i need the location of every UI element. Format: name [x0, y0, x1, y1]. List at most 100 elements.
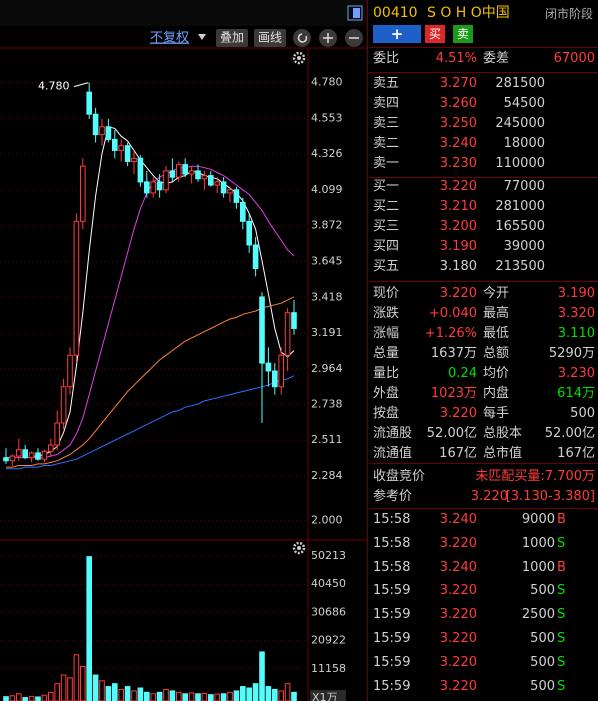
separator	[369, 72, 598, 73]
level-volume: 281500	[495, 76, 545, 91]
y-tick-label: 2.284	[311, 469, 343, 482]
ratio-value: 67000	[553, 51, 595, 66]
y-tick-label: 40450	[311, 577, 346, 590]
volume-bar	[233, 690, 240, 701]
auction-label: 收盘竞价	[373, 469, 426, 484]
candle-body	[41, 450, 48, 460]
volume-bar	[86, 556, 93, 701]
trade-side: S	[557, 607, 566, 623]
quote-panel: 00410 S O H O中国 闭市阶段 + 买卖委比 4.51% 委差 67000 卖五 3.2…	[369, 0, 598, 701]
stat-value: 52.00亿	[426, 426, 477, 441]
settings-icon[interactable]	[292, 541, 306, 555]
y-tick-label: 2.511	[311, 433, 343, 446]
volume-bar	[41, 694, 48, 701]
stat-label: 现价	[373, 286, 400, 301]
trade-price: 3.240	[439, 512, 477, 527]
trade-volume: 500	[530, 631, 555, 646]
level-price: 3.250	[439, 116, 477, 131]
volume-unit: X1万	[312, 691, 338, 701]
volume-bar	[169, 690, 176, 701]
level-label: 买一	[373, 179, 400, 194]
level-price: 3.180	[439, 259, 477, 274]
chart-area: 不复权 叠加 画线 4.780 4.553 4.326 4.099 3.872 3.645…	[0, 0, 368, 701]
stat-value: +1.26%	[424, 326, 477, 341]
stat-label: 内盘	[483, 386, 510, 401]
buy-button[interactable]: 买	[425, 25, 445, 43]
trade-side: S	[557, 535, 566, 551]
trade-price: 3.220	[439, 678, 477, 694]
candle-body	[246, 220, 252, 246]
trade-price: 3.220	[439, 654, 477, 670]
volume-bar	[246, 687, 252, 701]
candle-body	[73, 220, 80, 356]
candle-body	[86, 91, 93, 115]
volume-bar	[156, 691, 163, 701]
volume-bar	[60, 674, 67, 701]
stat-value: 167亿	[439, 446, 477, 461]
candle-body	[35, 452, 41, 460]
settings-icon[interactable]	[292, 51, 306, 65]
volume-bar	[92, 674, 99, 701]
volume-bar	[28, 695, 35, 701]
volume-bar	[240, 686, 246, 701]
level-label: 买三	[373, 219, 400, 234]
level-price: 3.240	[439, 136, 477, 151]
volume-bar	[22, 697, 28, 701]
sell-button[interactable]: 卖	[453, 25, 473, 43]
y-tick-label: 3.645	[311, 254, 343, 267]
max-label: 4.780	[38, 80, 70, 93]
trade-volume: 1000	[521, 559, 555, 575]
level-price: 3.190	[439, 239, 477, 254]
trade-time: 15:59	[373, 607, 411, 623]
volume-bar	[195, 693, 201, 701]
moving-average-line	[6, 375, 295, 470]
volume-bar	[67, 677, 73, 701]
candle-body	[131, 157, 137, 162]
candle-body	[291, 312, 297, 329]
stat-label: 按盘	[373, 406, 400, 421]
y-tick-label: 4.099	[311, 183, 343, 196]
candle-body	[144, 181, 150, 194]
y-tick-label: 4.326	[311, 147, 343, 160]
candle-body	[233, 189, 240, 203]
candle-body	[150, 181, 156, 194]
moving-average-line	[31, 126, 295, 457]
level-volume: 281000	[495, 199, 545, 214]
volume-bar	[284, 683, 291, 701]
level-volume: 18000	[503, 136, 545, 151]
candle-body	[227, 189, 233, 194]
adjust-select[interactable]: 不复权	[150, 30, 189, 46]
volume-bar	[54, 683, 61, 701]
volume-bar	[80, 665, 86, 701]
moving-average-line	[6, 165, 295, 459]
draw-button[interactable]	[254, 29, 286, 47]
candle-body	[137, 157, 144, 183]
refresh-button[interactable]	[293, 29, 311, 47]
candle-body	[60, 386, 67, 424]
level-price: 3.200	[439, 219, 477, 234]
unit-box	[310, 690, 346, 701]
ratio-value: 4.51%	[435, 51, 477, 66]
moving-average-line	[6, 296, 295, 468]
y-tick-label: 3.872	[311, 219, 343, 232]
reference-value: 3.220	[470, 489, 508, 504]
stat-value: 167亿	[557, 446, 595, 461]
stat-value: 3.320	[557, 306, 595, 321]
level-label: 买五	[373, 259, 400, 274]
stat-label: 涨幅	[373, 326, 400, 341]
stat-label: 流通股	[373, 426, 413, 441]
stat-value: 3.110	[557, 326, 595, 341]
level-label: 卖五	[373, 76, 400, 91]
stat-value: 614万	[557, 386, 595, 401]
stat-value: 52.00亿	[544, 426, 595, 441]
candle-body	[240, 201, 246, 222]
add-button[interactable]: +	[373, 25, 421, 43]
separator	[369, 177, 598, 178]
y-tick-label: 20922	[311, 634, 346, 647]
panel-toggle[interactable]	[347, 5, 363, 21]
stat-value: 0.24	[448, 366, 477, 381]
trade-side: S	[557, 678, 566, 694]
ratio-label: 委差	[483, 51, 510, 66]
overlay-button[interactable]	[216, 29, 248, 47]
